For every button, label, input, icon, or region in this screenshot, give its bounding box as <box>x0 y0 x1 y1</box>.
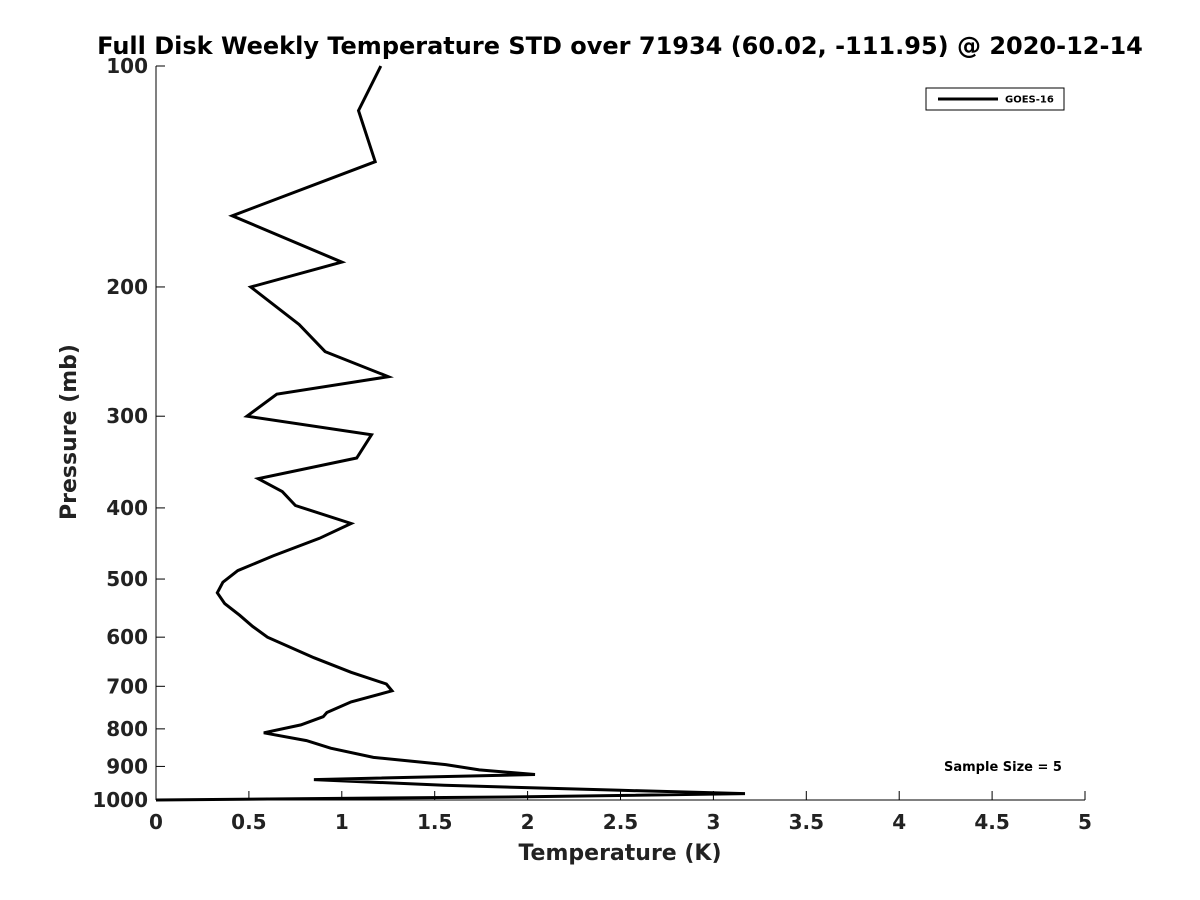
x-tick-label: 1 <box>335 810 349 834</box>
y-tick-label: 1000 <box>92 788 148 812</box>
legend-label-goes-16: GOES-16 <box>1005 95 1054 106</box>
legend: GOES-16 <box>925 87 1065 111</box>
y-tick-label: 500 <box>106 567 148 591</box>
x-tick-label: 2.5 <box>603 810 638 834</box>
y-tick-label: 100 <box>106 54 148 78</box>
x-tick-label: 3.5 <box>789 810 824 834</box>
y-tick-label: 900 <box>106 754 148 778</box>
y-tick-label: 400 <box>106 496 148 520</box>
series-line-goes-16 <box>155 65 746 802</box>
x-tick-label: 5 <box>1078 810 1092 834</box>
x-tick-label: 4.5 <box>974 810 1009 834</box>
sample-size-annotation: Sample Size = 5 <box>944 760 1062 775</box>
x-tick-label: 0 <box>149 810 163 834</box>
x-tick-label: 3 <box>706 810 720 834</box>
chart-title: Full Disk Weekly Temperature STD over 71… <box>97 32 1143 60</box>
y-axis-label: Pressure (mb) <box>57 344 82 520</box>
y-tick-label: 300 <box>106 404 148 428</box>
y-tick-label: 800 <box>106 717 148 741</box>
y-tick-label: 700 <box>106 674 148 698</box>
axes <box>155 66 1085 801</box>
x-axis-label: Temperature (K) <box>518 841 721 866</box>
y-tick-label: 600 <box>106 625 148 649</box>
x-tick-label: 0.5 <box>231 810 266 834</box>
y-tick-label: 200 <box>106 275 148 299</box>
x-tick-label: 4 <box>892 810 906 834</box>
x-tick-label: 1.5 <box>417 810 452 834</box>
x-tick-label: 2 <box>521 810 535 834</box>
y-ticks: 100 200 300 400 500 600 700 800 900 1000 <box>92 54 165 812</box>
